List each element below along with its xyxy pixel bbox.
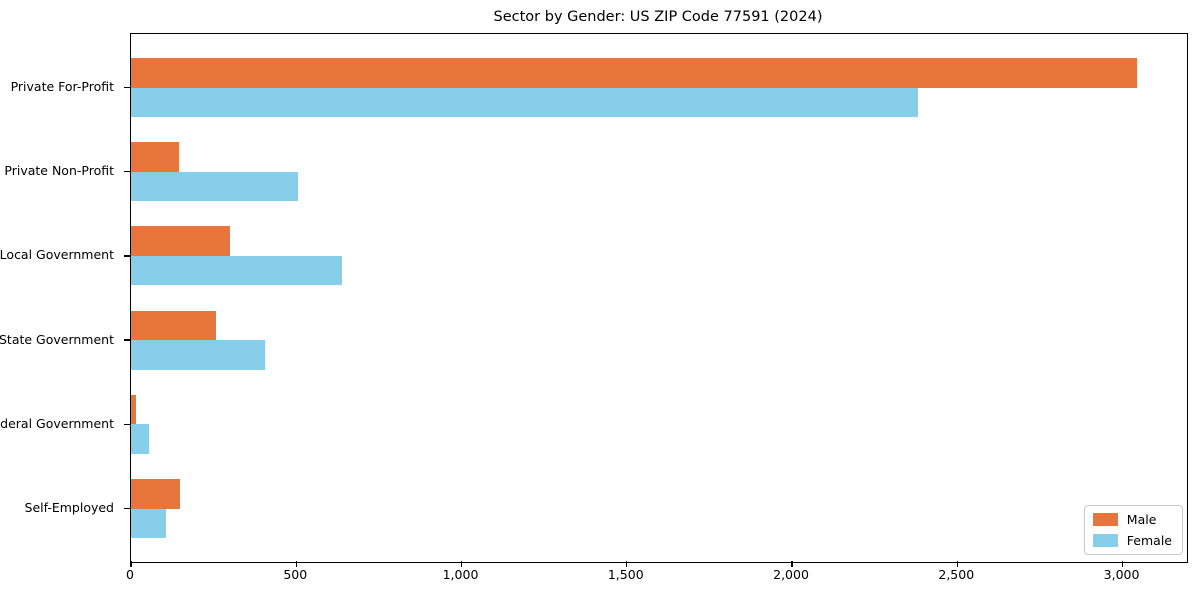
y-tick-mark	[123, 507, 130, 510]
y-tick-mark	[123, 339, 130, 341]
x-tick-label: 1,500	[607, 567, 644, 582]
bar-male	[131, 394, 136, 425]
legend-swatch-male	[1092, 513, 1118, 526]
y-tick-mark	[123, 255, 130, 257]
legend-label: Male	[1126, 512, 1157, 527]
bar-female	[131, 508, 167, 538]
bar-male	[131, 142, 179, 172]
y-tick-label: Federal Government	[0, 415, 114, 431]
y-tick-label: Private For-Profit	[10, 79, 114, 94]
y-tick-mark	[123, 86, 130, 89]
bar-female	[131, 424, 149, 454]
x-tick-mark	[460, 561, 463, 567]
x-tick-label: 2,500	[938, 567, 975, 582]
bar-male	[131, 479, 180, 509]
y-tick-label: Local Government	[0, 247, 114, 263]
y-tick-mark	[123, 171, 130, 173]
y-tick-label: State Government	[0, 331, 114, 347]
x-tick-label: 3,000	[1103, 567, 1140, 582]
y-tick-label: Self-Employed	[24, 500, 114, 515]
x-tick-label: 2,000	[773, 567, 809, 582]
x-tick-mark	[295, 561, 297, 567]
legend-item-male: Male	[1092, 512, 1172, 527]
x-axis-labels: 0 500 1,000 1,500 2,000 2,500 3,000	[126, 567, 1186, 587]
plot-area: Male Female	[123, 33, 1188, 567]
x-tick-mark	[956, 561, 958, 567]
x-tick-mark	[130, 561, 132, 567]
x-tick-mark	[791, 561, 793, 567]
x-tick-label: 1,000	[442, 567, 479, 582]
y-axis-labels: Private For-Profit Private Non-Profit Loca…	[0, 33, 122, 561]
bar-male	[131, 226, 231, 256]
y-tick-label: Private Non-Profit	[4, 163, 114, 179]
bar-male	[131, 58, 1137, 88]
bar-female	[131, 171, 298, 202]
chart-title: Sector by Gender: US ZIP Code 77591 (202…	[493, 9, 823, 25]
bar-male	[131, 310, 216, 341]
x-tick-label: 0	[126, 567, 134, 582]
x-tick-mark	[626, 561, 628, 567]
legend-label: Female	[1126, 533, 1172, 548]
bar-female	[131, 87, 919, 117]
x-tick-mark	[1121, 561, 1124, 567]
y-tick-mark	[123, 423, 130, 425]
bar-female	[131, 255, 343, 286]
legend-swatch-female	[1092, 534, 1118, 547]
x-tick-label: 500	[283, 567, 308, 582]
legend-item-female: Female	[1092, 533, 1172, 548]
legend: Male Female	[1083, 505, 1183, 555]
bar-female	[131, 340, 265, 370]
